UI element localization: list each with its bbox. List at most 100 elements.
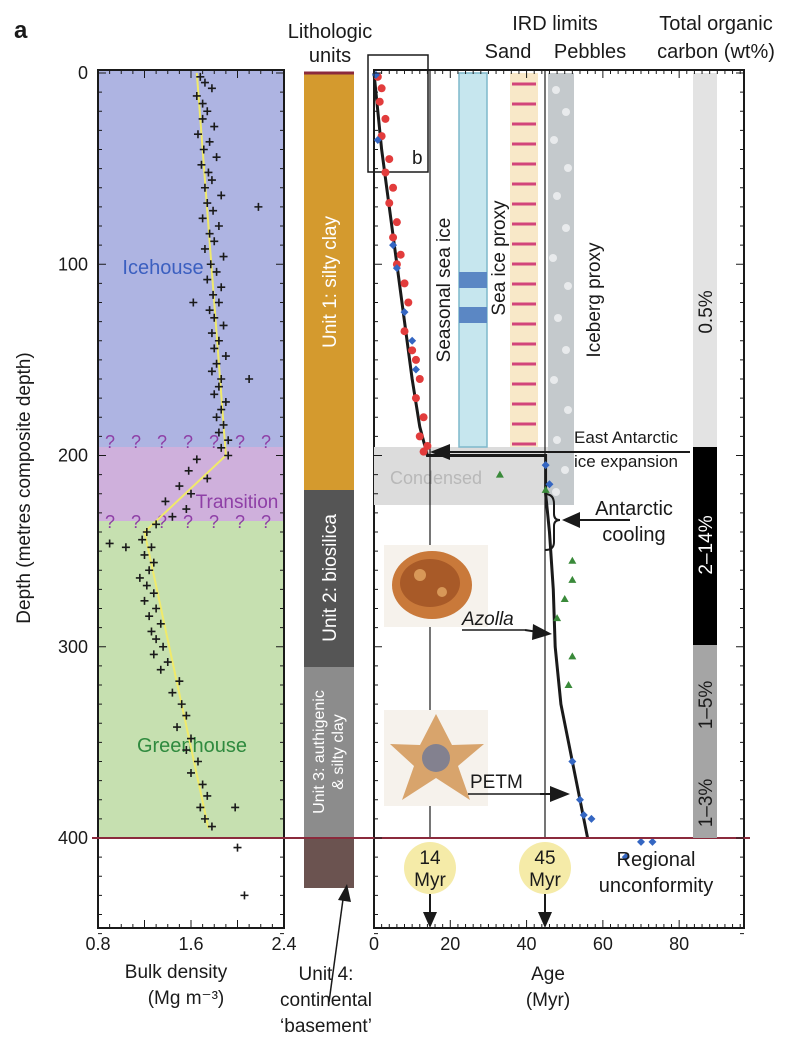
density-point [163,658,172,667]
density-point [212,359,221,368]
density-point [156,619,165,628]
regional-unconformity-line2: unconformity [599,875,714,897]
density-point [189,298,198,307]
zone-label-icehouse: Icehouse [122,257,203,279]
antarctic-cooling-arrow-head [562,512,580,528]
density-point [219,252,228,261]
zone-greenhouse [98,521,284,838]
myr45-line1: 45 [534,848,555,869]
density-point [217,405,226,414]
density-point [245,375,254,383]
density-point [140,596,149,605]
density-point [175,482,184,491]
header-lithologic-line1: Lithologic [288,21,373,43]
azolla-label: Azolla [461,609,514,630]
age-point-green [560,594,569,602]
unit4-bar [304,838,354,888]
pebble-dot [564,406,572,414]
age-point-green [564,681,573,688]
petm-arrow-head [550,786,570,802]
age-point-blue [373,135,382,144]
myr14-arrow-head [423,912,437,928]
density-point [182,711,191,720]
panel-label: a [14,17,28,44]
east-antarctic-line2: ice expansion [574,452,678,471]
y-tick-label: 100 [58,254,88,274]
azolla-spore-image [384,545,488,627]
density-point [193,757,202,766]
density-point [149,558,158,567]
density-point [149,650,158,659]
age-x-tick-label: 60 [593,934,613,954]
age-panel: Condensed Seasonal sea ice Sea ice proxy… [92,54,750,935]
toc-bar-0.5 [693,73,717,447]
age-point-red [404,298,413,307]
toc-bar-1-5 [693,645,717,765]
age-point-red [423,441,432,450]
age-ticks [373,70,744,935]
density-point [200,814,209,823]
density-point [198,214,207,223]
header-toc-line1: Total organic [659,13,772,35]
density-point [214,382,223,391]
age-x-tick-labels: 0 20 40 60 80 [369,934,689,954]
age-point-green [568,652,577,660]
sea-ice-block-2 [459,307,487,323]
age-point-red [411,394,420,403]
myr14-line1: 14 [419,848,441,869]
y-axis-label: Depth (metres composite depth) [14,352,35,623]
density-point [177,700,186,709]
age-x-tick-label: 0 [369,934,379,954]
unit1-label: Unit 1: silty clay [320,216,341,348]
density-point [187,768,195,777]
condensed-label: Condensed [390,468,482,488]
unit2-bar [304,490,354,667]
density-point [152,520,161,529]
age-point-blue [389,241,398,250]
antarctic-cooling-brace [544,493,561,551]
density-point [203,275,212,284]
age-axis-label-line1: Age [531,964,565,985]
density-point [204,168,213,177]
density-point [168,512,177,521]
pebble-dot [564,164,572,172]
density-point [159,642,168,651]
density-point [205,229,214,238]
age-point-blue [568,757,577,766]
density-point [198,114,207,123]
density-point [184,466,193,475]
lithologic-column: Unit 1: silty clay Unit 2: biosilica Uni… [280,71,372,1037]
density-point [205,306,214,315]
question-mark: ? [183,512,193,532]
density-axis-label-line2: (Mg m⁻³) [148,988,225,1009]
density-point [199,145,208,154]
density-point [219,420,228,429]
iceberg-proxy-label: Iceberg proxy [584,242,605,358]
age-point-blue [408,336,417,345]
zone-label-greenhouse: Greenhouse [137,735,247,757]
question-mark: ? [261,512,271,532]
density-point [217,191,226,200]
zone-label-transition: Transition [196,492,279,513]
question-mark: ? [261,432,271,452]
myr14-line2: Myr [414,870,446,891]
density-point [161,497,170,506]
age-x-tick-label: 40 [517,934,537,954]
pebble-dot [561,466,569,474]
age-point-blue [648,837,657,846]
pebble-dot [550,136,558,144]
toc-label-0.5: 0.5% [696,290,717,333]
density-point [196,72,205,81]
density-point [209,206,218,215]
density-point [182,746,191,755]
header-pebbles: Pebbles [554,41,626,63]
unit2-label: Unit 2: biosilica [320,514,341,642]
density-point [221,352,230,361]
density-point [187,489,195,498]
density-point [192,455,201,464]
density-x-tick-label: 0.8 [85,934,110,954]
pebble-dot [553,436,561,444]
age-point-red [385,155,394,164]
pebble-dot [564,282,572,290]
density-point [210,344,219,353]
